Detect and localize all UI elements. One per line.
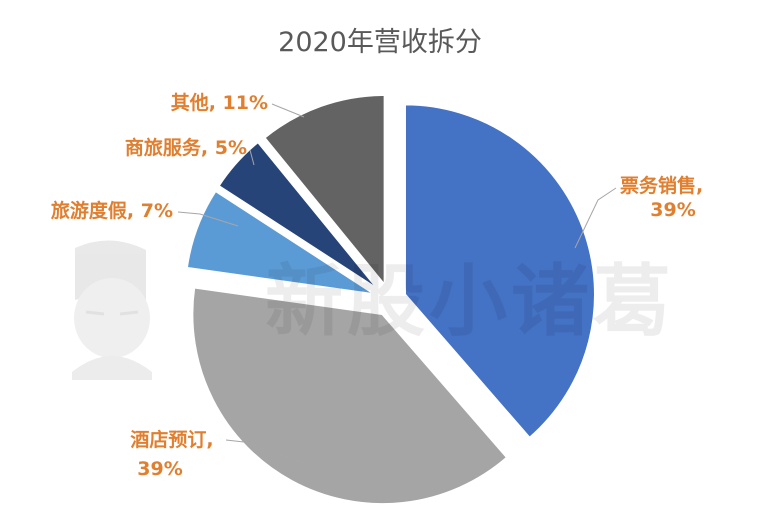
leader-line <box>225 439 319 469</box>
chart-title: 2020年营收拆分 <box>278 27 482 58</box>
pie-slice-tickets <box>403 103 596 440</box>
slice-label-hotel: 酒店预订, <box>130 428 213 451</box>
pie-slice-hotel <box>191 286 509 506</box>
slice-label-hotel-pct: 39% <box>137 458 182 480</box>
leader-line <box>574 187 617 249</box>
leader-line <box>271 103 305 118</box>
pie-slice-business <box>217 140 379 291</box>
slice-label-tickets-pct: 39% <box>650 199 695 221</box>
leader-line <box>177 211 239 227</box>
watermark-mascot-icon <box>72 240 152 380</box>
label-leaders <box>177 103 617 469</box>
watermark-text: 新股小诸葛 <box>265 257 675 347</box>
leader-line <box>249 149 255 166</box>
pie-slice-vacation <box>185 189 376 296</box>
slice-label-other: 其他, 11% <box>171 91 268 114</box>
slice-label-business: 商旅服务, 5% <box>125 136 247 159</box>
slice-label-tickets: 票务销售, <box>620 174 703 197</box>
pie-slices <box>185 93 596 506</box>
slice-label-vacation: 旅游度假, 7% <box>51 199 173 222</box>
pie-slice-other <box>263 93 386 288</box>
